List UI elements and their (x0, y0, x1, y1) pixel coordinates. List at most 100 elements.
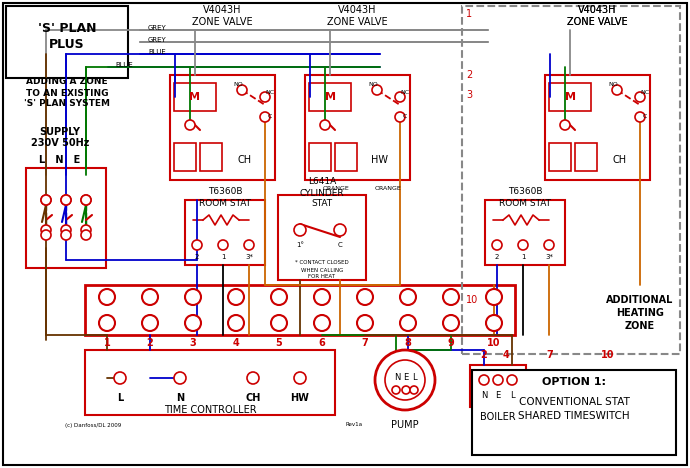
Text: 10: 10 (601, 350, 615, 360)
Bar (305, 75, 410, 180)
Circle shape (260, 92, 270, 102)
Bar (185, 200, 265, 265)
Circle shape (237, 85, 247, 95)
Text: (c) Danfoss/DL 2009: (c) Danfoss/DL 2009 (65, 423, 121, 427)
Text: PUMP: PUMP (391, 420, 419, 430)
Circle shape (544, 240, 554, 250)
Circle shape (395, 92, 405, 102)
Bar (6, 6, 128, 78)
Bar (485, 200, 565, 265)
Text: N: N (176, 393, 184, 403)
Circle shape (81, 230, 91, 240)
Text: HW: HW (290, 393, 309, 403)
Text: ADDITIONAL: ADDITIONAL (607, 295, 673, 305)
Circle shape (479, 375, 489, 385)
Text: N: N (394, 373, 400, 382)
Circle shape (635, 92, 645, 102)
Circle shape (507, 375, 517, 385)
Text: 7: 7 (362, 338, 368, 348)
Bar (174, 83, 216, 111)
Text: 3*: 3* (245, 254, 253, 260)
Text: NC: NC (640, 90, 649, 95)
Text: NC: NC (266, 90, 275, 95)
Bar (278, 195, 366, 280)
Text: 6: 6 (319, 338, 326, 348)
Text: ZONE VALVE: ZONE VALVE (566, 17, 627, 27)
Text: L641A: L641A (308, 177, 336, 187)
Circle shape (492, 240, 502, 250)
Text: N: N (481, 390, 487, 400)
Text: L   N   E: L N E (39, 155, 81, 165)
Text: E: E (495, 390, 501, 400)
Circle shape (357, 289, 373, 305)
Text: 1: 1 (221, 254, 225, 260)
Circle shape (486, 289, 502, 305)
Bar (85, 285, 515, 335)
Circle shape (400, 289, 416, 305)
Text: C: C (643, 115, 647, 119)
Bar (575, 143, 597, 171)
Circle shape (247, 372, 259, 384)
Bar (549, 83, 591, 111)
Circle shape (314, 315, 330, 331)
Text: C: C (268, 115, 272, 119)
Circle shape (294, 372, 306, 384)
Text: V4043H: V4043H (578, 5, 616, 15)
Circle shape (41, 225, 51, 235)
Circle shape (61, 230, 71, 240)
Text: E: E (404, 373, 408, 382)
Bar (545, 75, 650, 180)
Text: STAT: STAT (311, 199, 333, 209)
Text: M: M (190, 92, 201, 102)
Text: 3: 3 (466, 90, 472, 100)
Text: GREY: GREY (148, 25, 167, 31)
Text: T6360B: T6360B (208, 188, 242, 197)
Text: CH: CH (613, 155, 627, 165)
Text: WHEN CALLING: WHEN CALLING (301, 269, 343, 273)
Circle shape (372, 85, 382, 95)
Text: 2: 2 (481, 350, 487, 360)
Text: FOR HEAT: FOR HEAT (308, 275, 335, 279)
Text: CONVENTIONAL STAT: CONVENTIONAL STAT (519, 397, 629, 407)
Circle shape (174, 372, 186, 384)
Circle shape (41, 195, 51, 205)
Text: 7: 7 (546, 350, 553, 360)
Circle shape (260, 112, 270, 122)
Circle shape (271, 315, 287, 331)
Text: C: C (403, 115, 407, 119)
Text: * CONTACT CLOSED: * CONTACT CLOSED (295, 261, 349, 265)
Circle shape (61, 195, 71, 205)
Text: HEATING: HEATING (616, 308, 664, 318)
Text: 5: 5 (275, 338, 282, 348)
Text: 1: 1 (521, 254, 525, 260)
Text: 9: 9 (448, 338, 455, 348)
Text: 10: 10 (466, 295, 478, 305)
Circle shape (142, 315, 158, 331)
Circle shape (493, 375, 503, 385)
Bar (309, 83, 351, 111)
Circle shape (560, 120, 570, 130)
Circle shape (228, 315, 244, 331)
Text: 10: 10 (487, 338, 501, 348)
Text: GREY: GREY (148, 37, 167, 43)
Text: V4043H: V4043H (337, 5, 376, 15)
Text: 3*: 3* (545, 254, 553, 260)
Bar (85, 350, 335, 415)
Text: M: M (564, 92, 575, 102)
Bar (335, 143, 357, 171)
Text: BOILER: BOILER (480, 412, 516, 422)
Text: ORANGE: ORANGE (375, 185, 402, 190)
Text: V4043H: V4043H (578, 5, 616, 15)
Text: ADDING A ZONE: ADDING A ZONE (26, 78, 108, 87)
Text: V4043H: V4043H (203, 5, 241, 15)
Text: CH: CH (246, 393, 261, 403)
Circle shape (612, 85, 622, 95)
Bar (472, 370, 676, 455)
Text: 'S' PLAN: 'S' PLAN (38, 22, 96, 35)
Text: OPTION 1:: OPTION 1: (542, 377, 606, 387)
Circle shape (410, 386, 418, 394)
Circle shape (142, 289, 158, 305)
Circle shape (395, 112, 405, 122)
Circle shape (61, 195, 71, 205)
Bar (200, 143, 222, 171)
